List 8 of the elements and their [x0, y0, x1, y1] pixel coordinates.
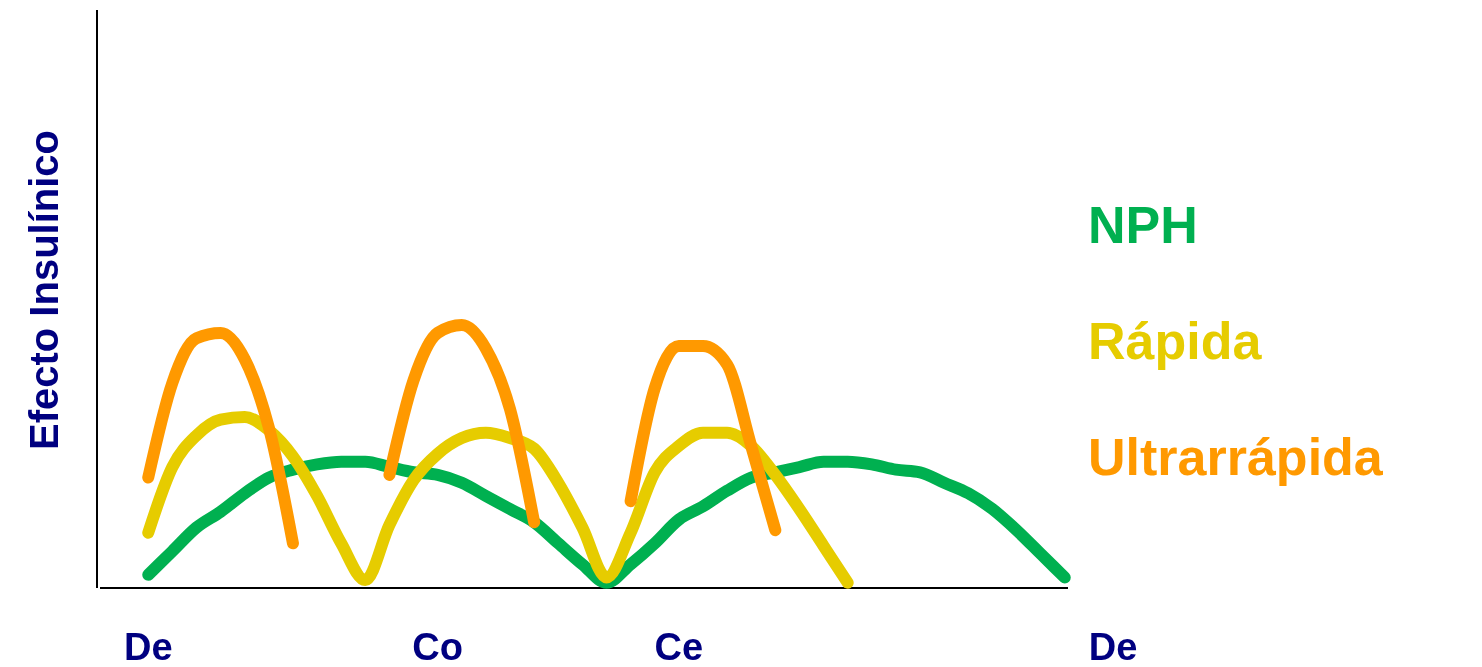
y-axis-title: Efecto Insulínico	[22, 129, 66, 451]
text: NPH	[1088, 196, 1198, 254]
x-tick-label: De	[1088, 626, 1138, 667]
text: Rápida	[1088, 312, 1263, 370]
text: Ultrarrápida	[1088, 428, 1384, 486]
x-tick-label: Ce	[654, 626, 704, 667]
x-tick-label: Co	[412, 626, 463, 667]
x-tick-label: De	[123, 626, 173, 667]
